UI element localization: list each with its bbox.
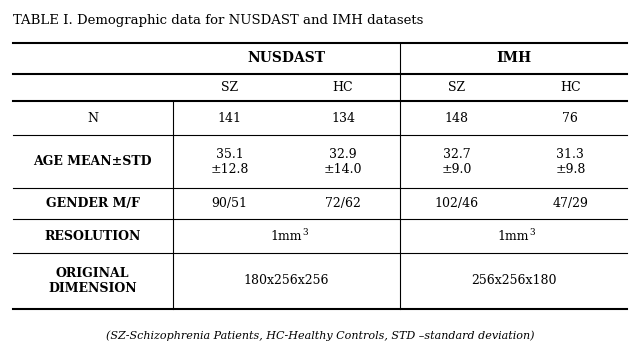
- Text: 32.7
±9.0: 32.7 ±9.0: [442, 148, 472, 176]
- Text: 256x256x180: 256x256x180: [471, 274, 556, 288]
- Text: 148: 148: [445, 112, 468, 125]
- Text: NUSDAST: NUSDAST: [247, 51, 325, 65]
- Text: 134: 134: [331, 112, 355, 125]
- Text: N: N: [87, 112, 98, 125]
- Text: GENDER M/F: GENDER M/F: [45, 197, 140, 210]
- Text: 32.9
±14.0: 32.9 ±14.0: [324, 148, 362, 176]
- Text: HC: HC: [560, 81, 580, 94]
- Text: 76: 76: [563, 112, 579, 125]
- Text: ORIGINAL
DIMENSION: ORIGINAL DIMENSION: [49, 267, 137, 295]
- Text: 47/29: 47/29: [552, 197, 588, 210]
- Text: RESOLUTION: RESOLUTION: [45, 230, 141, 242]
- Text: 35.1
±12.8: 35.1 ±12.8: [210, 148, 248, 176]
- Text: 31.3
±9.8: 31.3 ±9.8: [555, 148, 586, 176]
- Text: 90/51: 90/51: [211, 197, 248, 210]
- Text: SZ: SZ: [221, 81, 238, 94]
- Text: (SZ-Schizophrenia Patients, HC-Healthy Controls, STD –standard deviation): (SZ-Schizophrenia Patients, HC-Healthy C…: [106, 330, 534, 341]
- Text: SZ: SZ: [448, 81, 465, 94]
- Text: HC: HC: [333, 81, 353, 94]
- Text: 1mm: 1mm: [271, 230, 302, 242]
- Text: 1mm: 1mm: [498, 230, 529, 242]
- Text: 3: 3: [302, 228, 308, 237]
- Text: 72/62: 72/62: [325, 197, 361, 210]
- Text: 102/46: 102/46: [435, 197, 479, 210]
- Text: 141: 141: [218, 112, 241, 125]
- Text: AGE MEAN±STD: AGE MEAN±STD: [33, 155, 152, 168]
- Text: IMH: IMH: [496, 51, 531, 65]
- Text: 3: 3: [529, 228, 535, 237]
- Text: 180x256x256: 180x256x256: [243, 274, 329, 288]
- Text: TABLE I. Demographic data for NUSDAST and IMH datasets: TABLE I. Demographic data for NUSDAST an…: [13, 14, 423, 27]
